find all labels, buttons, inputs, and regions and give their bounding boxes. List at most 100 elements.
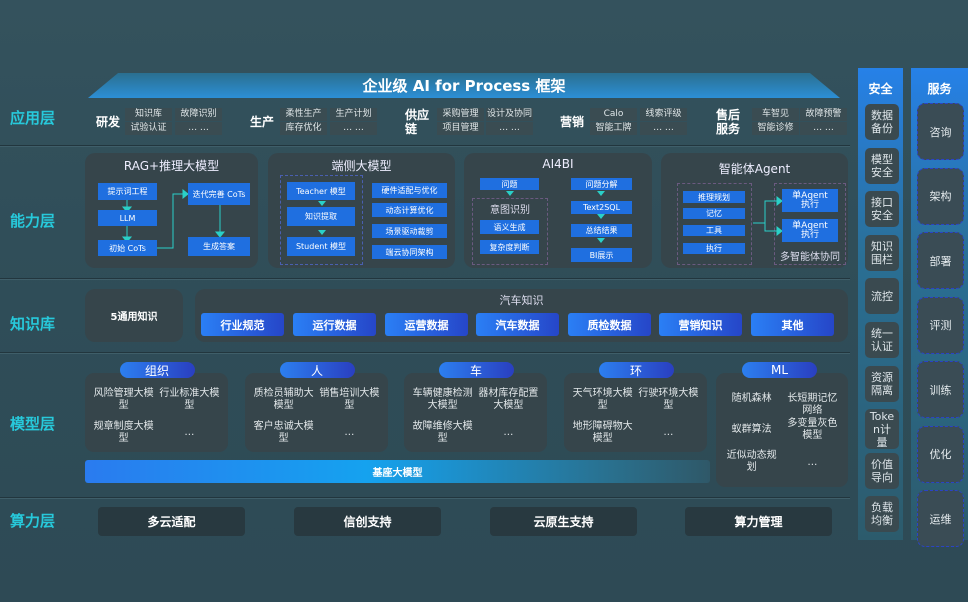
edge-title: 端侧大模型 [331, 159, 392, 173]
agent-item: 执行 [683, 243, 745, 254]
layer-label-model: 模型层 [10, 415, 56, 433]
app-item[interactable]: 故障识别 [175, 108, 222, 121]
model-item: 行驶环境大模型 [638, 388, 699, 411]
edge-opt: 端云协同架构 [372, 245, 447, 259]
ai4bi-step: 问题分解 [571, 178, 632, 190]
agent-item: 记忆 [683, 208, 745, 219]
model-item: 故障维修大模型 [412, 421, 473, 444]
model-item: 近似动态规划 [726, 450, 777, 473]
compute-item[interactable]: 云原生支持 [490, 507, 637, 536]
model-group-pill: 车 [438, 362, 514, 378]
security-item[interactable]: 知识围栏 [865, 234, 899, 271]
security-item[interactable]: 价值导向 [865, 452, 899, 489]
knowledge-chip[interactable]: 运行数据 [293, 313, 376, 336]
model-group-box [245, 373, 388, 452]
model-item: 销售培训大模型 [319, 388, 380, 411]
app-item[interactable]: … … [330, 122, 377, 135]
app-item[interactable]: Calo [590, 108, 637, 121]
model-group-pill: 环 [598, 362, 674, 378]
base-model-bar: 基座大模型 [85, 460, 710, 483]
model-item: 客户忠诚大模型 [253, 421, 314, 444]
model-item: 器材库存配置大模型 [478, 388, 539, 411]
app-item[interactable]: 项目管理 [437, 122, 484, 135]
service-item[interactable]: 评测 [917, 296, 964, 354]
general-knowledge: 5通用知识 [85, 289, 183, 342]
service-item[interactable]: 运维 [917, 490, 964, 547]
app-item[interactable]: … … [175, 122, 222, 135]
rag-llm: LLM [98, 210, 157, 226]
model-group-box [85, 373, 228, 452]
model-item: … [503, 427, 514, 438]
edge-arrows [318, 201, 326, 235]
rag-arrows [121, 188, 226, 249]
multi-agent-label: 多智能体协同 [780, 252, 840, 263]
compute-item[interactable]: 多云适配 [98, 507, 245, 536]
app-group-label: 售后服务 [716, 108, 741, 136]
distill-group [280, 175, 363, 265]
app-item[interactable]: 智能诊修 [752, 122, 799, 135]
compute-item[interactable]: 算力管理 [685, 507, 832, 536]
rag-iter-cots: 迭代完善 CoTs [188, 183, 250, 205]
knowledge-chip[interactable]: 行业规范 [201, 313, 284, 336]
service-title: 服务 [927, 82, 952, 96]
app-item[interactable]: 采购管理 [437, 108, 484, 121]
app-group-label: 研发 [96, 115, 121, 129]
knowledge-chip[interactable]: 营销知识 [659, 313, 742, 336]
app-group-label: 营销 [560, 115, 585, 129]
model-group-pill: 人 [279, 362, 355, 378]
divider [0, 145, 850, 146]
edge-opt: 场景驱动裁剪 [372, 224, 447, 238]
knowledge-chip[interactable]: 质检数据 [568, 313, 651, 336]
service-item[interactable]: 架构 [917, 167, 964, 225]
security-item[interactable]: 接口安全 [865, 191, 899, 228]
framework-title: 企业级 AI for Process 框架 [362, 77, 566, 95]
rag-prompt: 提示词工程 [98, 183, 157, 200]
service-item[interactable]: 咨询 [917, 103, 964, 160]
ai4bi-step: BI展示 [571, 248, 632, 262]
layer-label-knowledge: 知识库 [10, 315, 56, 333]
app-item[interactable]: 车智见 [752, 108, 799, 121]
app-item[interactable]: 柔性生产 [280, 108, 327, 121]
security-item[interactable]: 模型安全 [865, 147, 899, 184]
app-item[interactable]: 线索评级 [640, 108, 687, 121]
model-item: 风险管理大模型 [93, 388, 154, 411]
app-item[interactable]: … … [800, 122, 847, 135]
security-item[interactable]: 统一认证 [865, 322, 899, 358]
edge-opt: 硬件适配与优化 [372, 183, 447, 198]
agent-panel: 智能体Agent 推理规划 记忆 工具 执行 单Agent执行 单Agent执行… [661, 153, 848, 268]
compute-item[interactable]: 信创支持 [294, 507, 441, 536]
app-item[interactable]: 故障预警 [800, 108, 847, 121]
ai4bi-semantic: 语义生成 [480, 220, 539, 234]
divider [0, 352, 850, 353]
app-item[interactable]: 生产计划 [330, 108, 377, 121]
app-item[interactable]: 设计及协同 [486, 108, 533, 121]
security-item[interactable]: 数据备份 [865, 104, 899, 140]
ai4bi-complexity: 复杂度判断 [480, 240, 539, 254]
app-item[interactable]: 知识库 [125, 108, 172, 121]
knowledge-chip[interactable]: 汽车数据 [476, 313, 559, 336]
model-item: … [184, 427, 195, 438]
app-item[interactable]: … … [486, 122, 533, 135]
service-item[interactable]: 部署 [917, 232, 964, 289]
edge-opt: 动态计算优化 [372, 203, 447, 217]
knowledge-chip[interactable]: 其他 [751, 313, 834, 336]
security-title: 安全 [868, 82, 893, 96]
app-group-label: 供应链 [405, 108, 430, 136]
app-item[interactable]: … … [640, 122, 687, 135]
model-item: 质检员辅助大模型 [253, 388, 314, 411]
service-item[interactable]: 优化 [917, 425, 964, 483]
service-item[interactable]: 训练 [917, 361, 964, 418]
model-item: 车辆健康检测大模型 [412, 388, 473, 411]
security-item[interactable]: 资源隔离 [865, 365, 899, 402]
app-item[interactable]: 库存优化 [280, 122, 327, 135]
security-item[interactable]: 负载均衡 [865, 496, 899, 533]
layer-label-capability: 能力层 [10, 212, 56, 230]
model-group-box [716, 373, 848, 487]
app-item[interactable]: 试验认证 [125, 122, 172, 135]
security-item[interactable]: 流控 [865, 278, 899, 315]
multi-agent-group [774, 183, 846, 265]
app-item[interactable]: 智能工牌 [590, 122, 637, 135]
knowledge-chip[interactable]: 运营数据 [385, 313, 468, 336]
rag-answer: 生成答案 [188, 237, 250, 256]
security-item[interactable]: Token计量 [865, 409, 899, 450]
